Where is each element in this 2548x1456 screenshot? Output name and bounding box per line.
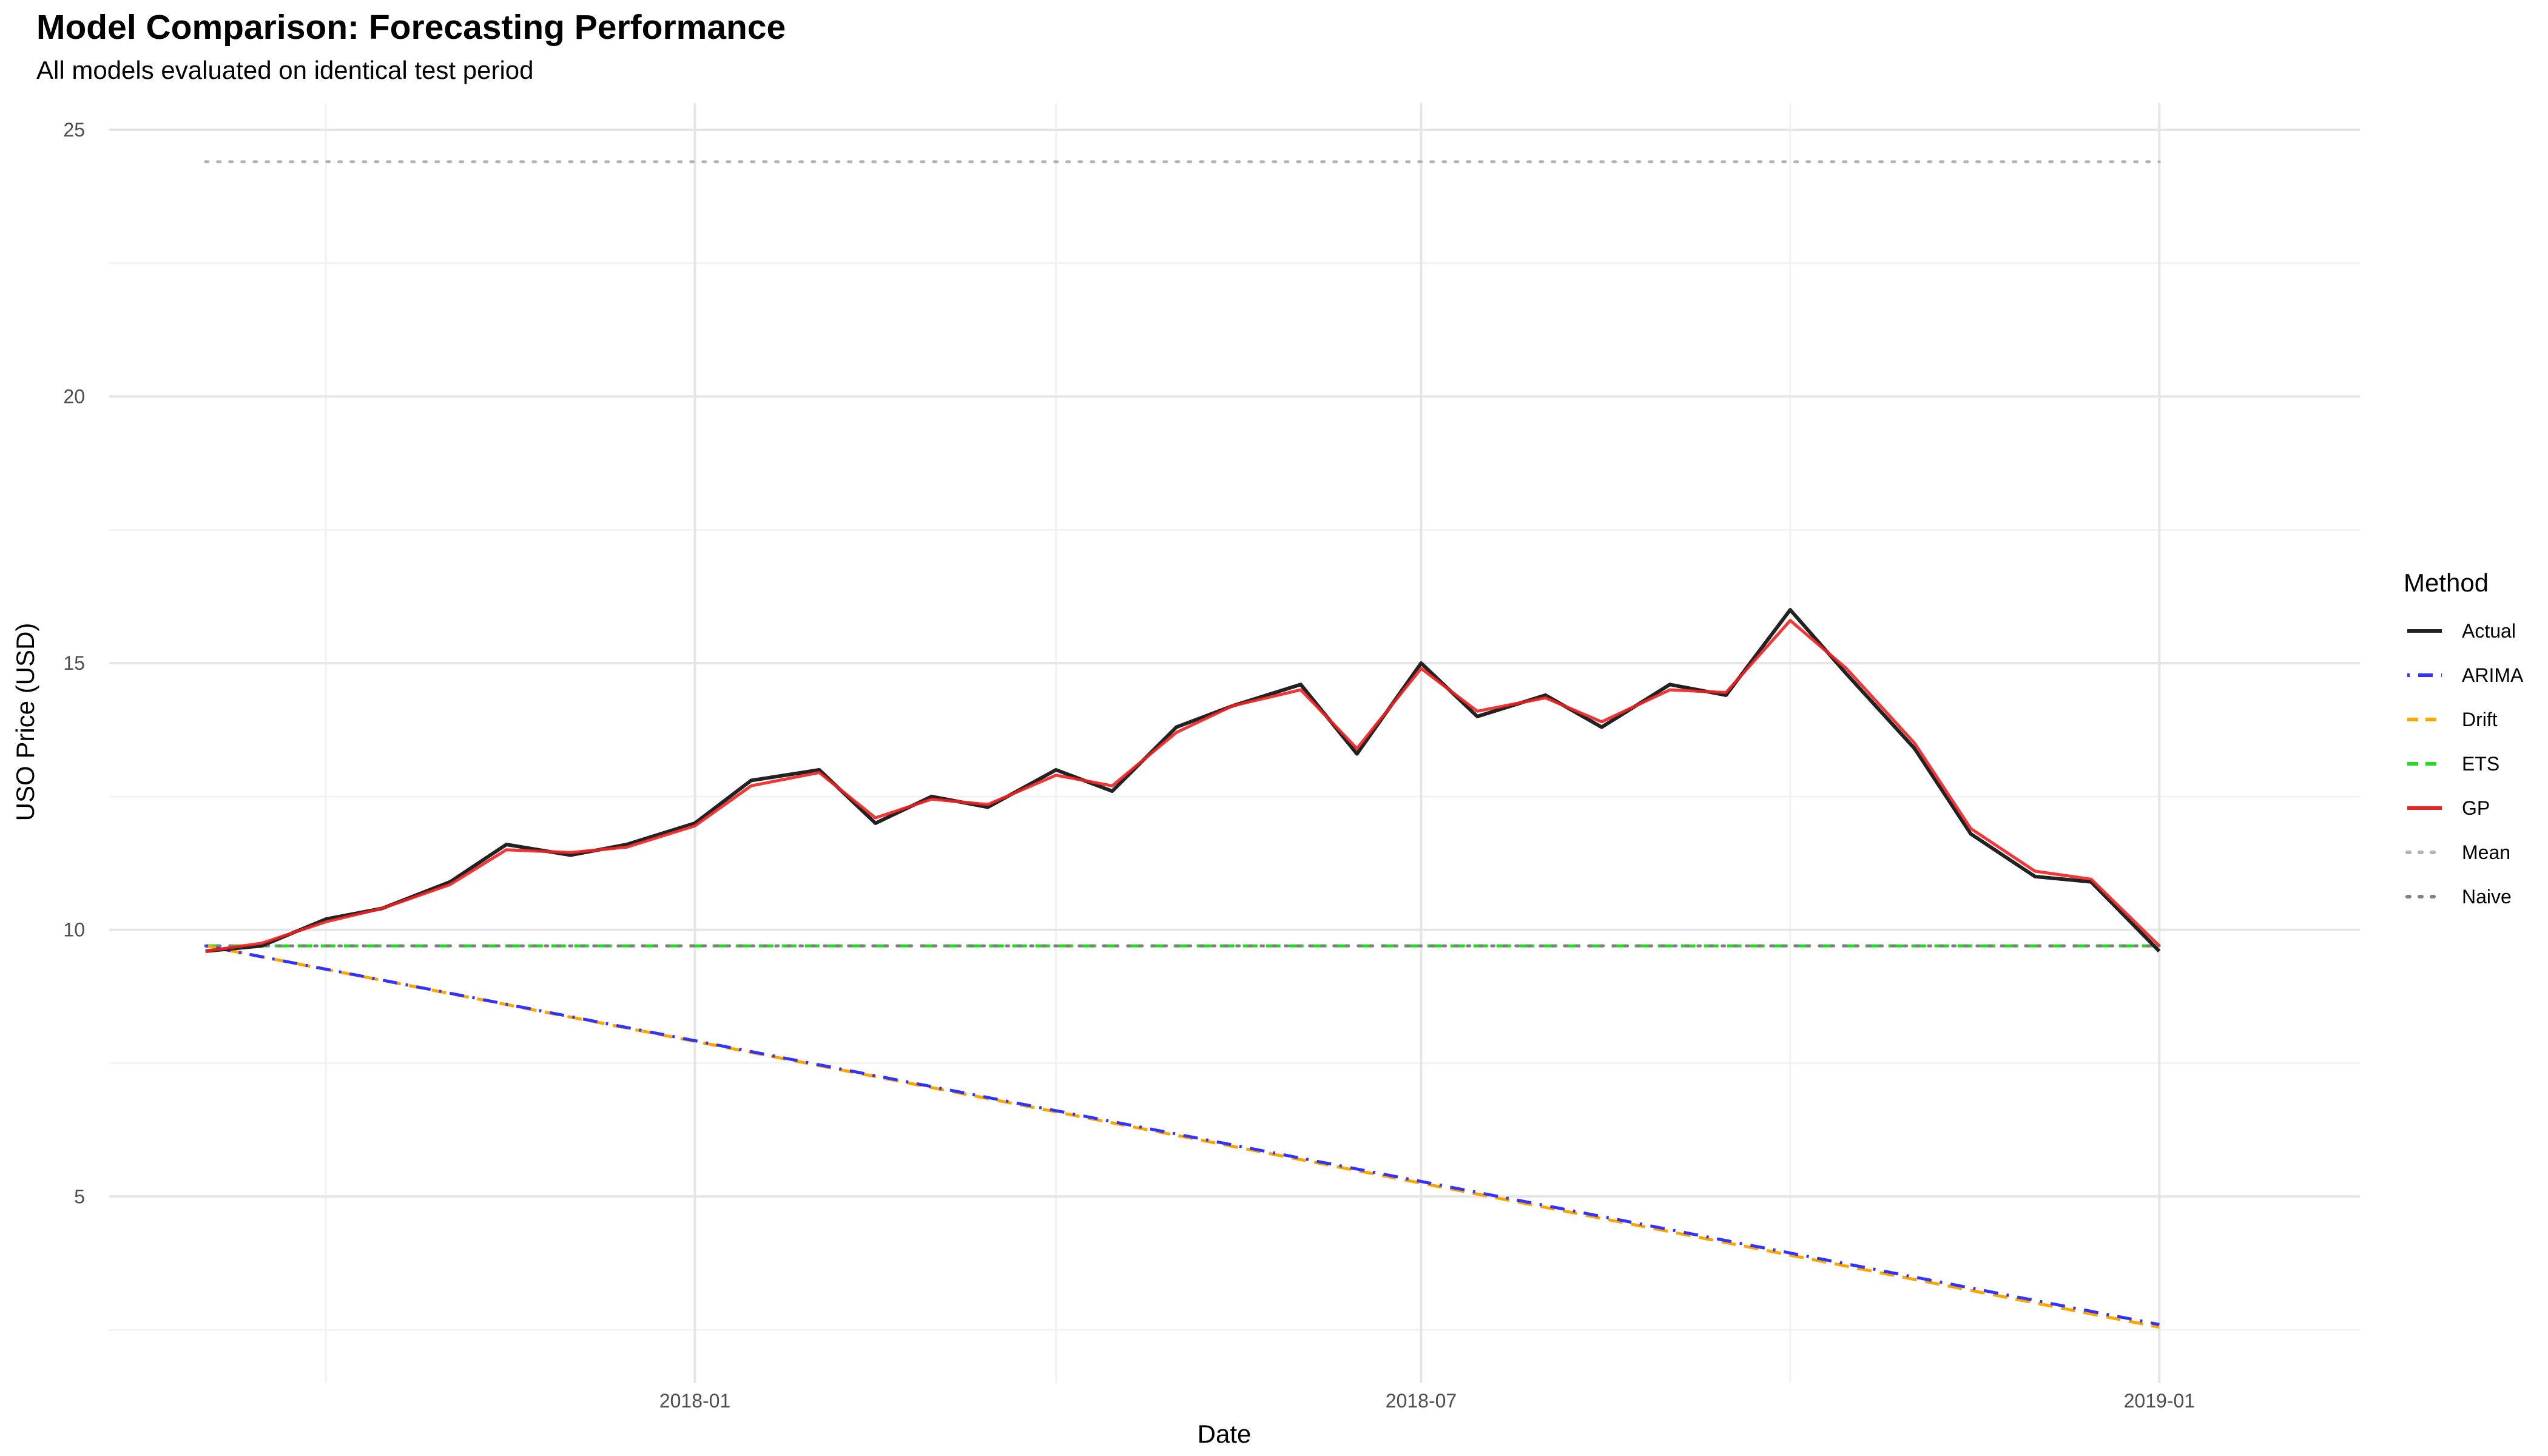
- legend-label-arima: ARIMA: [2462, 664, 2524, 686]
- legend-label-naive: Naive: [2462, 886, 2512, 908]
- legend-label-ets: ETS: [2462, 753, 2499, 775]
- series-line-actual: [205, 608, 2161, 953]
- y-axis-title: USO Price (USD): [11, 623, 39, 821]
- grid-layer: [109, 103, 2360, 1383]
- chart-subtitle: All models evaluated on identical test p…: [36, 56, 534, 84]
- y-tick-label: 15: [63, 652, 85, 674]
- series-line-gp: [205, 619, 2161, 953]
- series-layer: [204, 160, 2161, 1329]
- y-tick-label: 10: [63, 919, 85, 941]
- y-tick-label: 20: [63, 386, 85, 408]
- legend-title: Method: [2404, 568, 2489, 597]
- tick-layer: 5 10 15 20 25 2018-01 2018-07 2019-01: [63, 119, 2195, 1412]
- legend-items: Actual ARIMA Drift ETS GP Mean Naive: [2405, 620, 2524, 908]
- legend-label-gp: GP: [2462, 797, 2490, 819]
- legend-label-mean: Mean: [2462, 841, 2510, 863]
- legend-label-actual: Actual: [2462, 620, 2516, 642]
- series-line-drift: [205, 944, 2160, 1329]
- y-tick-label: 5: [74, 1185, 85, 1207]
- y-tick-label: 25: [63, 119, 85, 141]
- x-tick-label: 2018-01: [659, 1390, 730, 1412]
- x-axis-title: Date: [1198, 1420, 1252, 1448]
- x-tick-label: 2019-01: [2124, 1390, 2195, 1412]
- legend: Method Actual ARIMA Drift ETS GP Mean Naive: [2404, 568, 2524, 908]
- legend-label-drift: Drift: [2462, 709, 2498, 730]
- x-tick-label: 2018-07: [1386, 1390, 1457, 1412]
- chart-title: Model Comparison: Forecasting Performanc…: [36, 8, 786, 47]
